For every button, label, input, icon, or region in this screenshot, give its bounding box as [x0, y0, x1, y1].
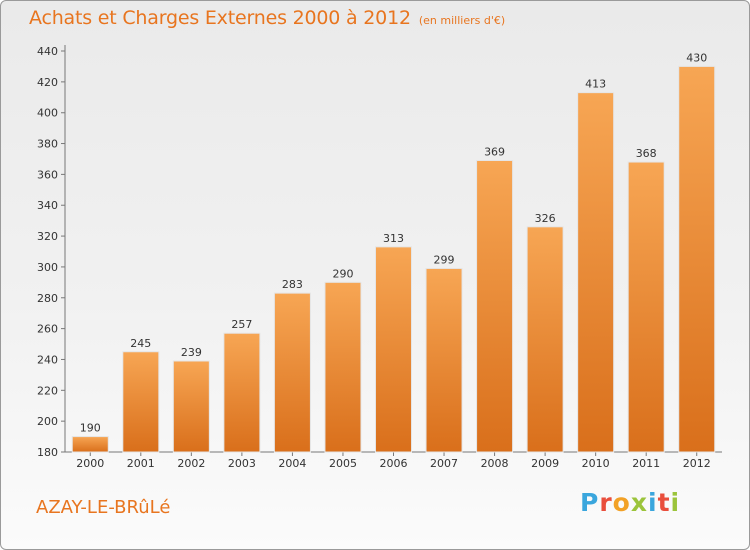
data-label: 369 — [484, 146, 505, 159]
x-tick-label: 2003 — [228, 457, 256, 470]
data-label: 326 — [535, 212, 556, 225]
bar — [627, 161, 665, 453]
data-label: 245 — [130, 337, 151, 350]
logo-letter: o — [612, 488, 631, 517]
y-tick-label: 420 — [37, 76, 58, 89]
x-tick-label: 2009 — [531, 457, 559, 470]
bar — [324, 281, 362, 453]
y-tick-label: 400 — [37, 107, 58, 120]
data-label: 313 — [383, 232, 404, 245]
bar — [678, 65, 716, 453]
y-tick-label: 220 — [37, 384, 58, 397]
data-label: 283 — [282, 278, 303, 291]
chart-title-text: Achats et Charges Externes 2000 à 2012 — [29, 7, 411, 29]
x-tick-label: 2004 — [278, 457, 306, 470]
x-tick-label: 2002 — [177, 457, 205, 470]
y-tick-label: 280 — [37, 292, 58, 305]
bars — [71, 65, 716, 453]
data-label: 299 — [434, 253, 455, 266]
x-tick-label: 2011 — [632, 457, 660, 470]
y-tick-label: 340 — [37, 199, 58, 212]
data-label: 257 — [231, 318, 252, 331]
x-tick-label: 2005 — [329, 457, 357, 470]
x-tick-label: 2012 — [683, 457, 711, 470]
x-tick-label: 2008 — [481, 457, 509, 470]
y-tick-label: 380 — [37, 138, 58, 151]
proxiti-logo: Proxiti — [580, 488, 680, 517]
chart-subtitle: (en milliers d'€) — [418, 14, 506, 27]
bar — [122, 351, 160, 453]
y-tick-label: 360 — [37, 168, 58, 181]
bar — [71, 436, 109, 453]
logo-letter: P — [580, 488, 600, 517]
bar — [425, 267, 463, 453]
bar — [375, 246, 412, 453]
data-label: 290 — [332, 267, 353, 280]
y-tick-label: 200 — [37, 415, 58, 428]
data-labels: 190 245 239 257 283 290 313 299 369 326 413 368 430 — [80, 51, 707, 434]
bar — [223, 332, 261, 453]
y-tick-label: 440 — [37, 45, 58, 58]
x-tick-label: 2007 — [430, 457, 458, 470]
data-label: 190 — [80, 422, 101, 435]
bar — [476, 160, 514, 453]
bar — [526, 226, 564, 453]
logo-letter: i — [648, 488, 658, 517]
data-label: 239 — [181, 346, 202, 359]
logo-letter: t — [657, 488, 671, 517]
x-tick-label: 2001 — [127, 457, 155, 470]
x-tick-label: 2006 — [380, 457, 408, 470]
y-tick-label: 260 — [37, 323, 58, 336]
data-label: 368 — [636, 147, 657, 160]
logo-letter: x — [630, 488, 648, 517]
y-tick-label: 240 — [37, 353, 58, 366]
x-tick-label: 2010 — [582, 457, 610, 470]
y-tick-label: 300 — [37, 261, 58, 274]
data-label: 430 — [686, 51, 707, 64]
y-tick-label: 180 — [37, 446, 58, 459]
y-tick-label: 320 — [37, 230, 58, 243]
logo-letter: i — [670, 488, 681, 517]
bar — [172, 360, 210, 453]
x-tick-label: 2000 — [76, 457, 104, 470]
data-label: 413 — [585, 78, 606, 91]
bar — [273, 292, 311, 453]
bar — [577, 92, 615, 453]
logo-letter: r — [599, 488, 613, 517]
chart-title: Achats et Charges Externes 2000 à 2012 (e… — [29, 7, 505, 29]
place-name: AZAY-LE-BRûLé — [36, 497, 171, 518]
